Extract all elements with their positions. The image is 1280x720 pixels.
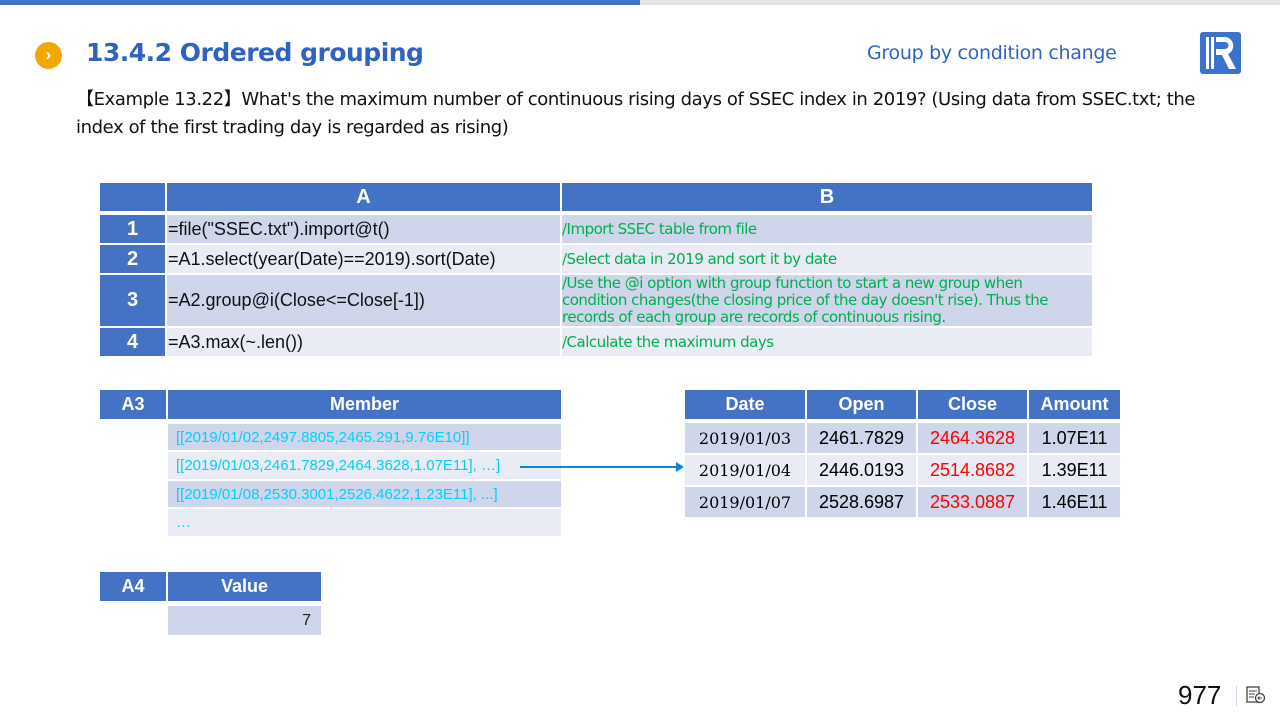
page-number: 977 xyxy=(1178,680,1222,710)
row-number[interactable]: 2 xyxy=(100,245,165,273)
cell-label: A3 xyxy=(100,390,166,419)
code-cell[interactable]: =file("SSEC.txt").import@t() xyxy=(167,215,560,243)
member-header: Member xyxy=(168,390,561,419)
arrow-head-icon xyxy=(676,462,684,472)
date-cell: 2019/01/07 xyxy=(685,487,805,517)
page-title: 13.4.2 Ordered grouping xyxy=(86,38,424,67)
open-cell: 2461.7829 xyxy=(807,423,916,453)
comment-cell[interactable]: /Select data in 2019 and sort it by date xyxy=(562,245,1092,273)
value-header: Value xyxy=(168,572,321,601)
value-cell[interactable]: 7 xyxy=(168,606,321,635)
comment-cell[interactable]: /Calculate the maximum days xyxy=(562,328,1092,356)
amount-cell: 1.39E11 xyxy=(1029,455,1120,485)
code-cell[interactable]: =A2.group@i(Close<=Close[-1]) xyxy=(167,275,560,326)
arrow-connector xyxy=(520,466,680,468)
close-cell: 2533.0887 xyxy=(918,487,1027,517)
close-cell: 2464.3628 xyxy=(918,423,1027,453)
logo-icon xyxy=(1200,32,1241,74)
section-subtitle: Group by condition change xyxy=(867,42,1117,64)
comment-cell[interactable]: /Import SSEC table from file xyxy=(562,215,1092,243)
header-close: Close xyxy=(918,390,1027,419)
date-cell: 2019/01/04 xyxy=(685,455,805,485)
member-row[interactable]: … xyxy=(168,509,561,536)
close-cell: 2514.8682 xyxy=(918,455,1027,485)
date-cell: 2019/01/03 xyxy=(685,423,805,453)
row-number[interactable]: 3 xyxy=(100,275,165,326)
notes-icon[interactable] xyxy=(1246,686,1266,709)
progress-bar-track xyxy=(640,0,1280,5)
member-row[interactable]: [[2019/01/03,2461.7829,2464.3628,1.07E11… xyxy=(168,452,561,479)
progress-bar-filled xyxy=(0,0,640,5)
amount-cell: 1.46E11 xyxy=(1029,487,1120,517)
column-header-a[interactable]: A xyxy=(167,183,560,211)
grid-corner xyxy=(100,183,165,211)
member-row[interactable]: [[2019/01/08,2530.3001,2526.4622,1.23E11… xyxy=(168,481,561,507)
member-row[interactable]: [[2019/01/02,2497.8805,2465.291,9.76E10]… xyxy=(168,424,561,450)
amount-cell: 1.07E11 xyxy=(1029,423,1120,453)
chevron-right-icon: › xyxy=(35,42,62,69)
footer-divider xyxy=(1236,686,1237,706)
column-header-b[interactable]: B xyxy=(562,183,1092,211)
header-date: Date xyxy=(685,390,805,419)
code-cell[interactable]: =A1.select(year(Date)==2019).sort(Date) xyxy=(167,245,560,273)
row-number[interactable]: 1 xyxy=(100,215,165,243)
code-cell[interactable]: =A3.max(~.len()) xyxy=(167,328,560,356)
header-open: Open xyxy=(807,390,916,419)
cell-label: A4 xyxy=(100,572,166,601)
row-number[interactable]: 4 xyxy=(100,328,165,356)
example-description: 【Example 13.22】What's the maximum number… xyxy=(76,89,1196,138)
open-cell: 2528.6987 xyxy=(807,487,916,517)
header-amount: Amount xyxy=(1029,390,1120,419)
open-cell: 2446.0193 xyxy=(807,455,916,485)
comment-cell[interactable]: /Use the @i option with group function t… xyxy=(562,275,1092,326)
